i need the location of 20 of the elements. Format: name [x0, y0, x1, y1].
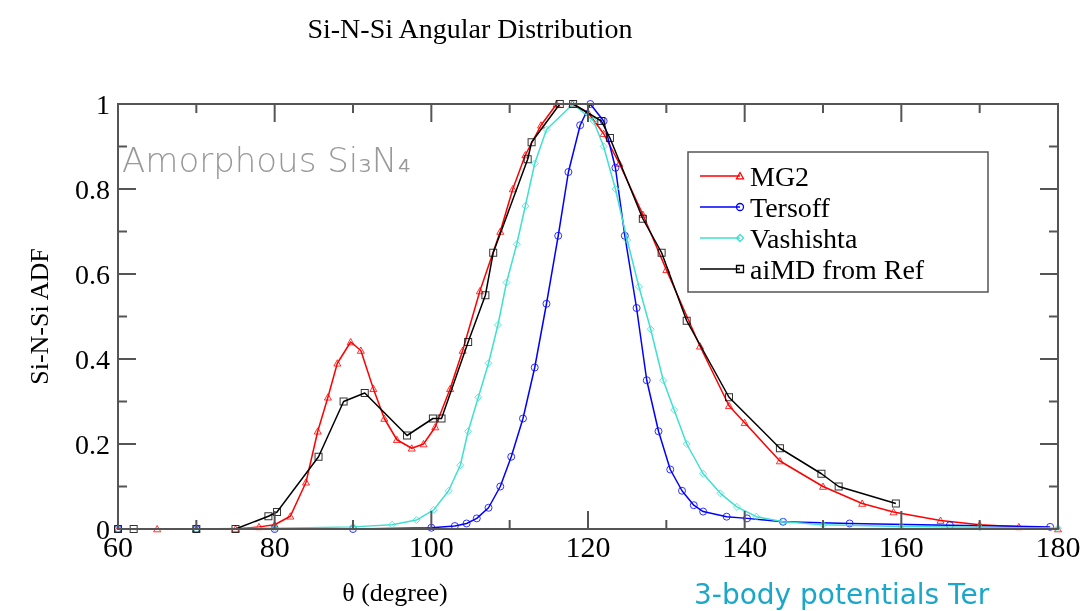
y-axis-title: Si-N-Si ADF [25, 248, 54, 385]
y-tick-label: 0.8 [75, 173, 110, 205]
x-tick-label: 120 [565, 530, 611, 563]
chart-title: Si-N-Si Angular Distribution [307, 13, 633, 44]
x-axis-title: θ (degree) [342, 578, 448, 607]
legend-label: aiMD from Ref [750, 253, 925, 285]
y-tick-label: 0.2 [75, 428, 110, 460]
x-tick-label: 180 [1035, 530, 1081, 563]
x-tick-label: 100 [408, 530, 454, 563]
annotation: Amorphous Si₃N₄ [122, 140, 411, 180]
x-tick-label: 80 [259, 530, 290, 563]
legend-label: MG2 [750, 160, 810, 192]
x-tick-label: 140 [722, 530, 768, 563]
legend-label: Tersoff [750, 191, 831, 223]
x-tick-label: 160 [878, 530, 924, 563]
legend-label: Vashishta [750, 222, 858, 254]
text: 3-body potentials Ter [694, 578, 990, 611]
y-tick-label: 0.4 [75, 343, 110, 375]
y-tick-label: 0.6 [75, 258, 110, 290]
y-tick-label: 1 [96, 88, 110, 120]
